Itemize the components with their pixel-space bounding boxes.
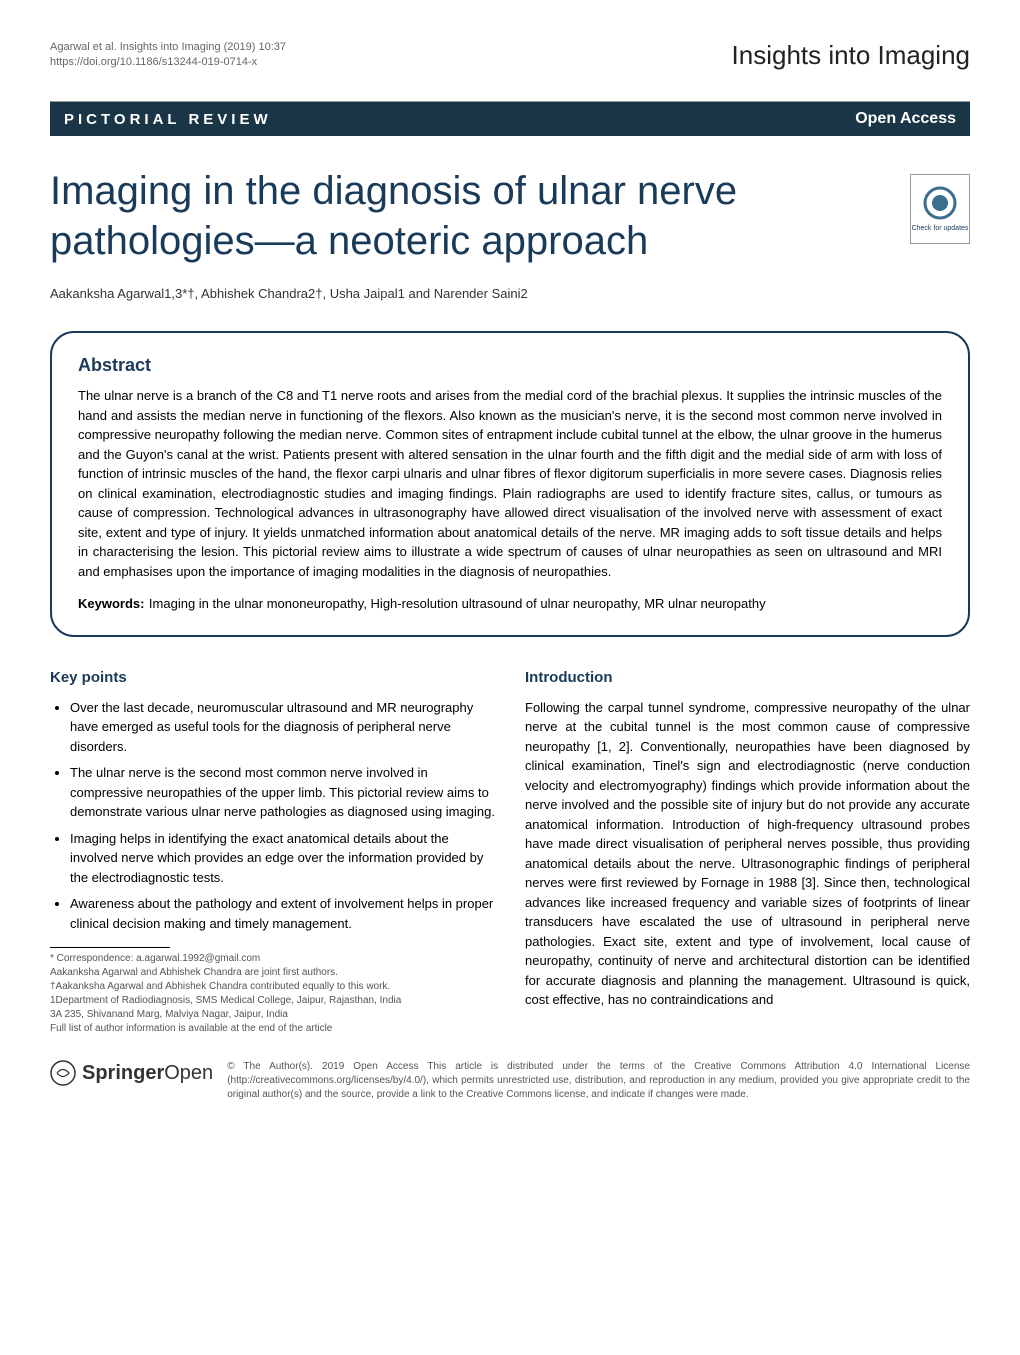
two-column-body: Key points Over the last decade, neuromu… <box>50 667 970 1036</box>
crossmark-badge[interactable]: Check for updates <box>910 174 970 244</box>
footnote-affiliation-1: 1Department of Radiodiagnosis, SMS Medic… <box>50 994 495 1008</box>
springer-word: Springer <box>82 1062 164 1084</box>
keypoint-item: Imaging helps in identifying the exact a… <box>70 829 495 888</box>
left-column: Key points Over the last decade, neuromu… <box>50 667 495 1036</box>
springer-icon <box>50 1060 76 1086</box>
footer-row: SpringerOpen © The Author(s). 2019 Open … <box>50 1060 970 1102</box>
footnote-equal-contrib: †Aakanksha Agarwal and Abhishek Chandra … <box>50 980 495 994</box>
keypoint-item: The ulnar nerve is the second most commo… <box>70 763 495 822</box>
keywords-text: Imaging in the ulnar mononeuropathy, Hig… <box>149 596 766 611</box>
right-column: Introduction Following the carpal tunnel… <box>525 667 970 1036</box>
crossmark-text: Check for updates <box>912 225 969 233</box>
keywords-label: Keywords: <box>78 596 144 611</box>
title-row: Imaging in the diagnosis of ulnar nerve … <box>50 166 970 286</box>
license-text: © The Author(s). 2019 Open Access This a… <box>227 1060 970 1102</box>
keywords-row: Keywords: Imaging in the ulnar mononeuro… <box>78 595 942 613</box>
keypoint-item: Over the last decade, neuromuscular ultr… <box>70 698 495 757</box>
keypoints-heading: Key points <box>50 667 495 690</box>
page-container: Agarwal et al. Insights into Imaging (20… <box>0 0 1020 1132</box>
introduction-body: Following the carpal tunnel syndrome, co… <box>525 698 970 1010</box>
footnotes-divider <box>50 947 170 948</box>
footnote-joint-first: Aakanksha Agarwal and Abhishek Chandra a… <box>50 966 495 980</box>
article-title: Imaging in the diagnosis of ulnar nerve … <box>50 166 890 266</box>
citation-line-1: Agarwal et al. Insights into Imaging (20… <box>50 40 286 55</box>
open-word: Open <box>164 1062 213 1084</box>
footnote-full-list: Full list of author information is avail… <box>50 1022 495 1036</box>
authors-line: Aakanksha Agarwal1,3*†, Abhishek Chandra… <box>50 286 970 301</box>
abstract-heading: Abstract <box>78 355 942 376</box>
springer-open-logo: SpringerOpen <box>50 1060 213 1086</box>
article-type-banner: PICTORIAL REVIEW Open Access <box>50 102 970 136</box>
open-access-label: Open Access <box>855 110 956 128</box>
footnote-correspondence: * Correspondence: a.agarwal.1992@gmail.c… <box>50 952 495 966</box>
abstract-box: Abstract The ulnar nerve is a branch of … <box>50 331 970 637</box>
header-row: Agarwal et al. Insights into Imaging (20… <box>50 40 970 71</box>
keypoint-item: Awareness about the pathology and extent… <box>70 894 495 933</box>
crossmark-icon <box>922 185 958 221</box>
footnote-affiliation-3: 3A 235, Shivanand Marg, Malviya Nagar, J… <box>50 1008 495 1022</box>
article-type-label: PICTORIAL REVIEW <box>64 111 272 128</box>
citation-line-2: https://doi.org/10.1186/s13244-019-0714-… <box>50 55 286 70</box>
header-citation: Agarwal et al. Insights into Imaging (20… <box>50 40 286 71</box>
journal-name: Insights into Imaging <box>732 40 970 71</box>
introduction-heading: Introduction <box>525 667 970 690</box>
abstract-body: The ulnar nerve is a branch of the C8 an… <box>78 386 942 581</box>
keypoints-list: Over the last decade, neuromuscular ultr… <box>50 698 495 934</box>
footnotes-block: * Correspondence: a.agarwal.1992@gmail.c… <box>50 947 495 1036</box>
